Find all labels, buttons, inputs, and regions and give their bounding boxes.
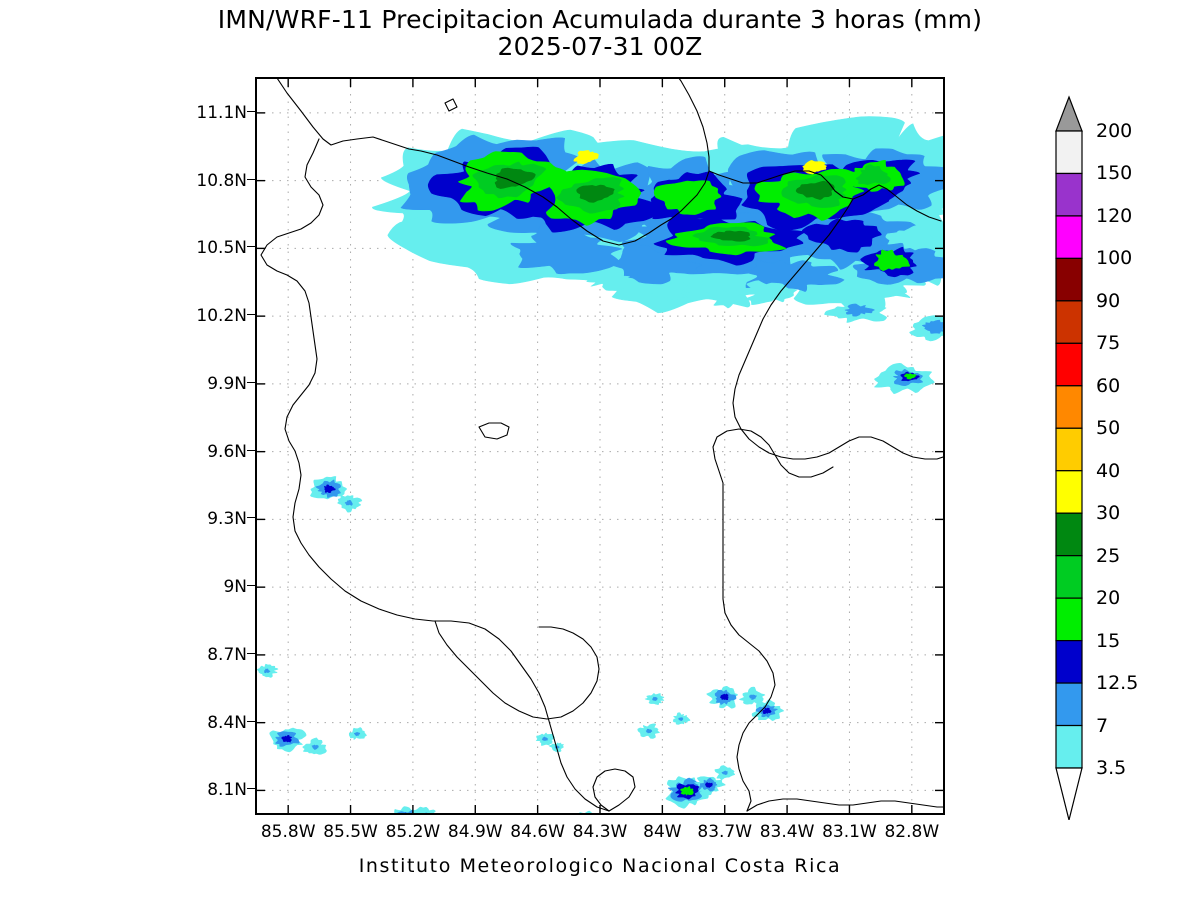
precipitation-field: [257, 116, 943, 813]
x-tick-label: 83.1W: [822, 822, 877, 842]
axis-ticks: [257, 79, 943, 813]
x-tick-label: 84W: [643, 822, 682, 842]
y-tick-label: 10.2N: [196, 306, 247, 327]
x-tick-label: 84.3W: [572, 822, 628, 842]
y-tick-label: 11.1N: [196, 102, 247, 123]
colorbar-label: 90: [1096, 289, 1121, 312]
y-tick-label: 10.8N: [196, 170, 247, 191]
x-tick-label: 84.9W: [447, 822, 503, 842]
map-plot-area: [255, 77, 945, 815]
y-tick-mark: [247, 720, 255, 722]
y-tick-mark: [247, 652, 255, 654]
x-tick-label: 84.6W: [510, 822, 565, 842]
y-tick-mark: [247, 110, 255, 112]
x-tick-label: 85.5W: [323, 822, 378, 842]
colorbar-label: 30: [1096, 502, 1121, 525]
chart-title-line2: 2025-07-31 00Z: [497, 32, 703, 61]
colorbar-label: 150: [1096, 162, 1133, 185]
colorbar-label: 60: [1096, 374, 1121, 397]
precipitation-map-svg: [257, 79, 943, 813]
y-axis-labels: 11.1N 10.8N 10.5N 10.2N 9.9N 9.6N 9.3N 9N 8.7N 8.…: [185, 77, 255, 815]
y-tick-label: 8.4N: [207, 712, 247, 733]
colorbar-label: 7: [1096, 714, 1109, 737]
x-tick-label: 83.4W: [759, 822, 815, 842]
y-tick-mark: [247, 449, 255, 451]
y-tick-label: 10.5N: [196, 238, 247, 259]
x-tick-label: 85.8W: [260, 822, 316, 842]
map-plot-clip: [257, 79, 943, 813]
colorbar-label: 15: [1096, 629, 1121, 652]
y-tick-mark: [247, 788, 255, 790]
y-tick-mark: [247, 517, 255, 519]
footer-attribution: Instituto Meteorologico Nacional Costa R…: [358, 855, 842, 877]
y-tick-mark: [247, 381, 255, 383]
colorbar-label: 120: [1096, 204, 1133, 227]
y-tick-mark: [247, 314, 255, 316]
chart-title-block: IMN/WRF-11 Precipitacion Acumulada duran…: [0, 6, 1200, 60]
colorbar-label: 25: [1096, 544, 1121, 567]
colorbar-label: 20: [1096, 587, 1121, 610]
colorbar-label: 12.5: [1096, 672, 1139, 695]
coastlines: [260, 79, 943, 812]
y-tick-mark: [247, 178, 255, 180]
y-tick-label: 9N: [223, 577, 247, 598]
x-tick-label: 85.2W: [385, 822, 441, 842]
y-tick-label: 9.3N: [207, 509, 247, 530]
y-tick-mark: [247, 246, 255, 248]
y-tick-label: 9.6N: [207, 441, 247, 462]
x-tick-label: 83.7W: [697, 822, 753, 842]
x-axis-labels: 85.8W 85.5W 85.2W 84.9W 84.6W 84.3W 84W 83.7W 83…: [255, 822, 945, 846]
colorbar-swatches: [1055, 95, 1083, 821]
y-tick-mark: [247, 585, 255, 587]
chart-title-line1: IMN/WRF-11 Precipitacion Acumulada duran…: [217, 5, 983, 34]
colorbar-label: 3.5: [1096, 757, 1127, 779]
colorbar-label: 50: [1096, 417, 1121, 440]
colorbar: 200 150 120 100 90 75 60 50 40 30 25 20 15 12.5 7 3.5: [1052, 95, 1192, 821]
colorbar-label: 200: [1096, 120, 1133, 142]
x-tick-label: 82.8W: [884, 822, 940, 842]
colorbar-label: 75: [1096, 332, 1121, 355]
colorbar-label: 100: [1096, 247, 1133, 270]
colorbar-label: 40: [1096, 459, 1121, 482]
y-tick-label: 8.7N: [207, 644, 247, 665]
y-tick-label: 9.9N: [207, 373, 247, 394]
y-tick-label: 8.1N: [207, 780, 247, 801]
